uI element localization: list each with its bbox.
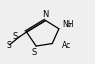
Text: N: N — [42, 10, 48, 19]
Text: S: S — [7, 41, 11, 50]
Text: Ac: Ac — [62, 41, 71, 50]
Text: S: S — [32, 48, 37, 57]
Text: 2: 2 — [67, 23, 71, 28]
Text: S: S — [12, 32, 18, 41]
Text: NH: NH — [63, 20, 74, 29]
